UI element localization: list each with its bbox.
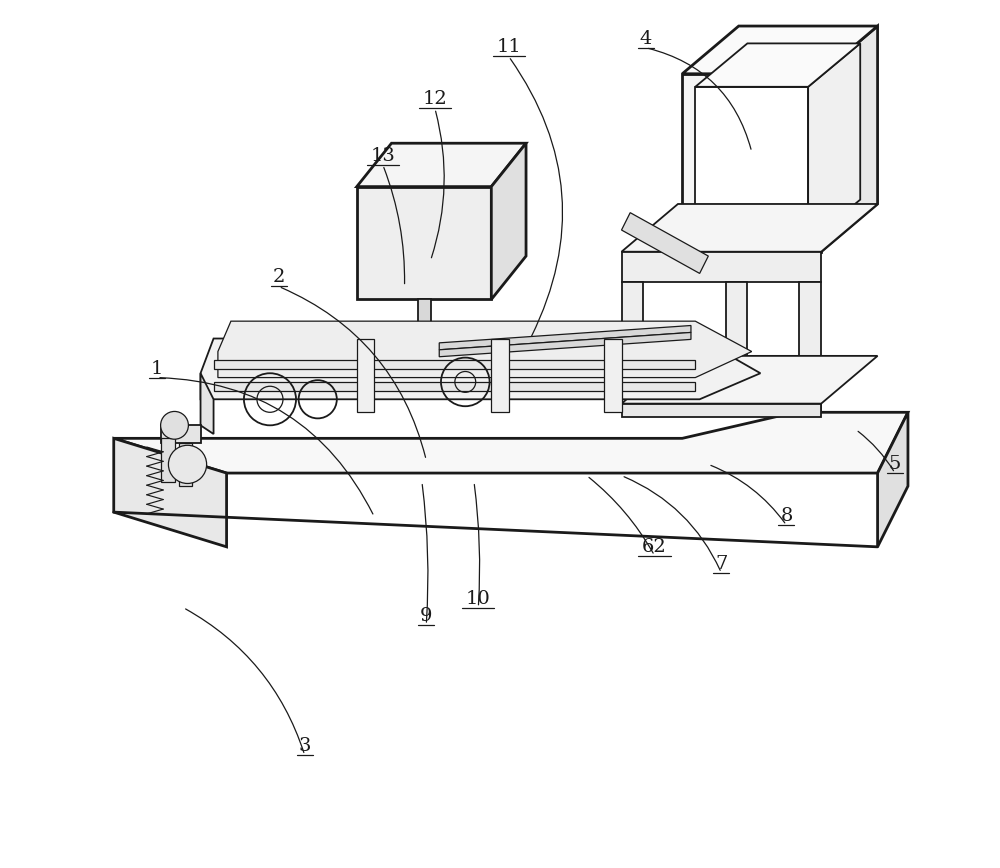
Polygon shape [491,143,526,299]
Text: 12: 12 [423,90,447,108]
Polygon shape [799,282,821,412]
Polygon shape [695,87,808,243]
Polygon shape [821,26,878,252]
Polygon shape [179,443,192,486]
Polygon shape [622,213,708,273]
Polygon shape [604,339,622,412]
Polygon shape [418,299,431,365]
Polygon shape [201,373,214,434]
Polygon shape [726,282,747,412]
Polygon shape [214,360,695,369]
Text: 11: 11 [496,38,521,56]
Polygon shape [622,282,643,412]
Text: 10: 10 [466,589,491,608]
Polygon shape [622,252,821,282]
Polygon shape [439,332,691,357]
Polygon shape [357,143,526,187]
Polygon shape [201,339,760,399]
Text: 3: 3 [298,737,311,755]
Polygon shape [114,412,908,473]
Polygon shape [161,425,201,443]
Polygon shape [161,438,175,482]
Circle shape [168,445,207,483]
Polygon shape [622,204,878,252]
Text: 9: 9 [420,607,432,625]
Polygon shape [114,438,227,547]
Text: 1: 1 [151,359,163,378]
Polygon shape [357,187,491,299]
Text: 5: 5 [889,455,901,473]
Text: 13: 13 [370,147,395,165]
Polygon shape [622,404,821,417]
Polygon shape [682,26,878,74]
Polygon shape [357,339,374,412]
Text: 7: 7 [715,555,728,573]
Text: 2: 2 [272,268,285,286]
Polygon shape [695,43,860,87]
Polygon shape [622,356,878,404]
Circle shape [161,411,188,439]
Polygon shape [439,326,691,350]
Polygon shape [491,339,509,412]
Text: 62: 62 [642,537,667,556]
Polygon shape [878,412,908,547]
Text: 4: 4 [640,30,652,48]
Text: 8: 8 [780,507,793,525]
Polygon shape [214,382,695,391]
Polygon shape [218,321,752,378]
Polygon shape [808,43,860,243]
Polygon shape [682,74,821,252]
